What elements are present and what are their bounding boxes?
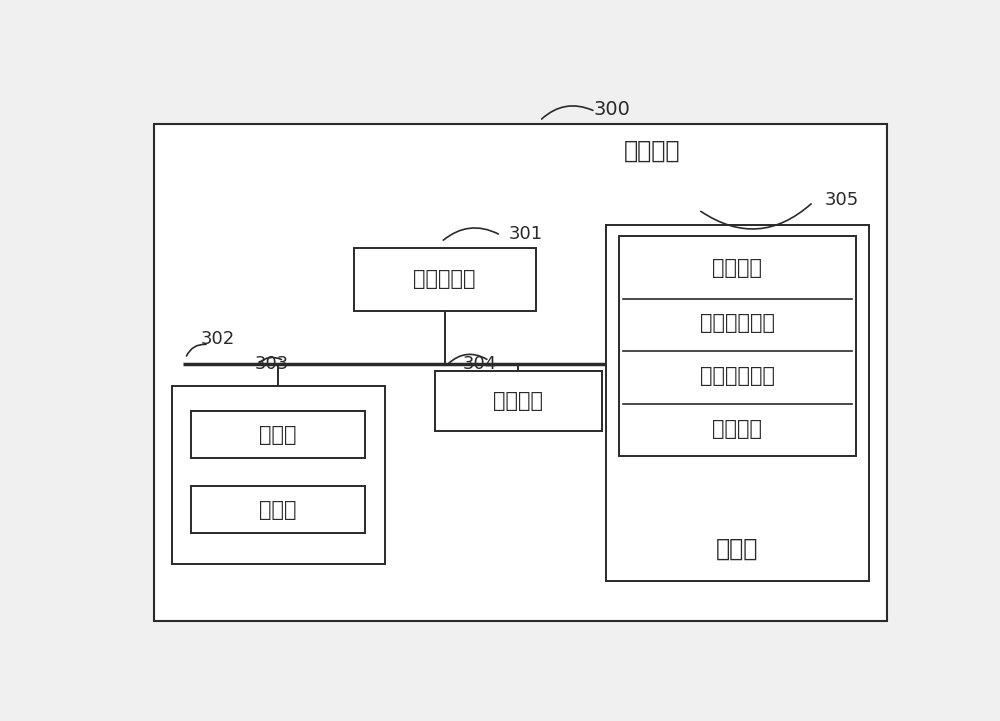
- Text: 存储器: 存储器: [716, 536, 758, 560]
- Bar: [154, 124, 887, 621]
- Text: 303: 303: [255, 355, 289, 373]
- Bar: [172, 386, 385, 564]
- Text: 操作系统: 操作系统: [712, 257, 762, 278]
- Bar: [619, 236, 856, 456]
- Bar: [354, 247, 536, 311]
- Bar: [435, 371, 602, 430]
- Text: 300: 300: [593, 100, 630, 120]
- Text: 用户接口模块: 用户接口模块: [700, 366, 775, 386]
- Text: 显示屏: 显示屏: [259, 500, 297, 520]
- Text: 网络接口: 网络接口: [493, 391, 543, 411]
- Text: 电子设备: 电子设备: [624, 138, 680, 162]
- Bar: [606, 225, 869, 580]
- Text: 网络通信模块: 网络通信模块: [700, 313, 775, 333]
- Text: 摄像头: 摄像头: [259, 425, 297, 445]
- Bar: [191, 486, 365, 534]
- Text: 304: 304: [463, 355, 497, 373]
- Text: 301: 301: [509, 225, 543, 243]
- Text: 302: 302: [201, 330, 235, 348]
- Text: 用户接口: 用户接口: [253, 410, 303, 430]
- Bar: [191, 411, 365, 459]
- Text: 305: 305: [825, 191, 859, 209]
- Text: 程序指令: 程序指令: [712, 418, 762, 438]
- Text: 中央处理器: 中央处理器: [413, 270, 476, 289]
